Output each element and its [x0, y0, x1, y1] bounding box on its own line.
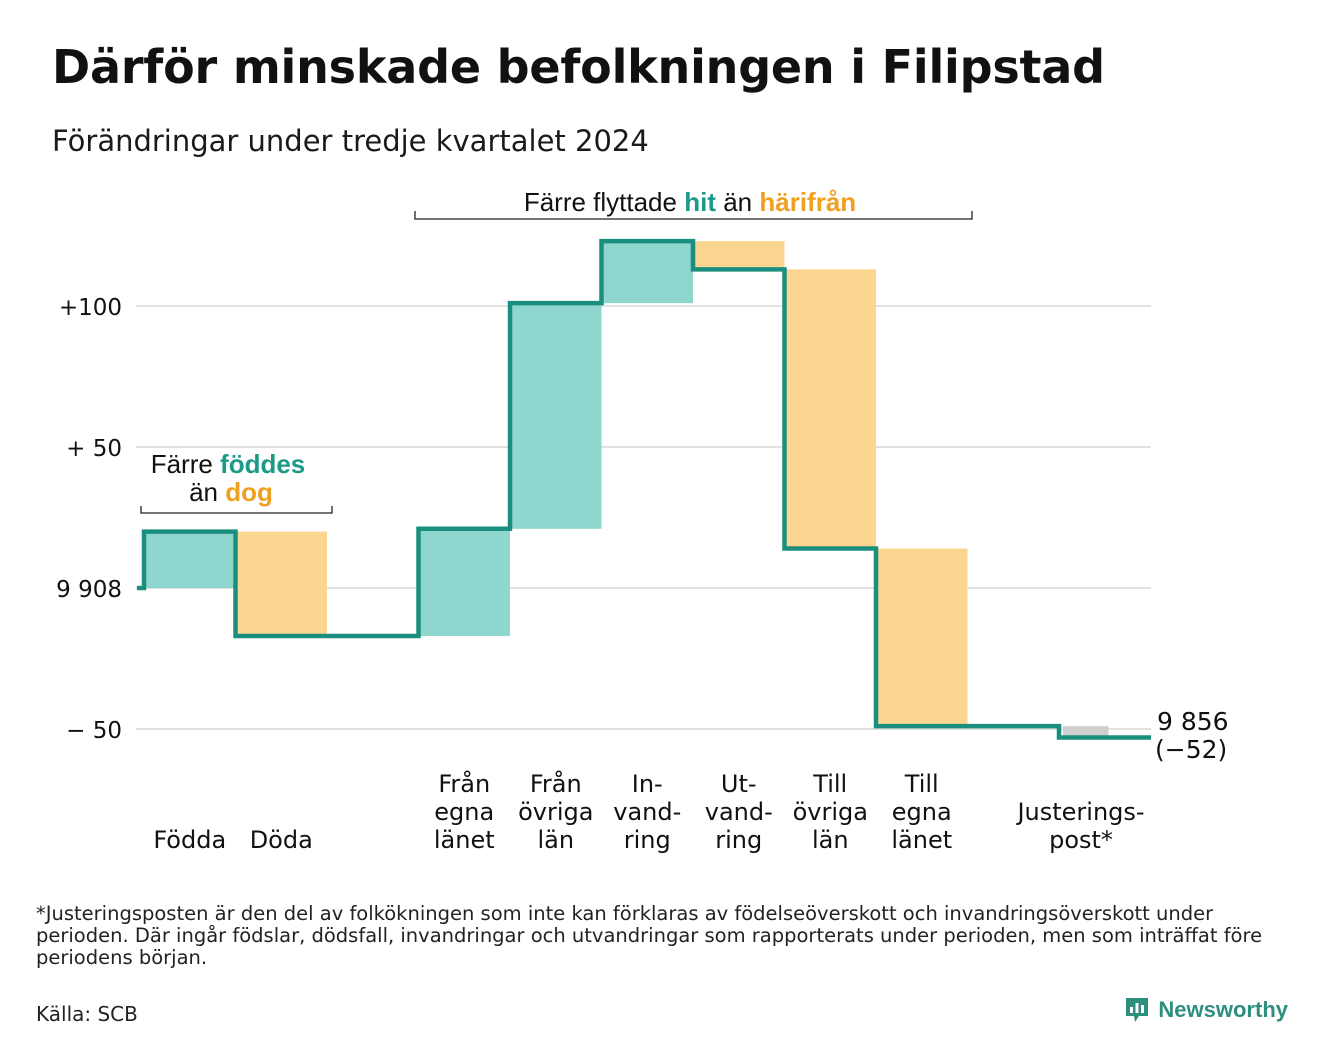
category-label: egna: [434, 798, 494, 826]
deaths-text-prefix: än: [189, 477, 225, 507]
deaths-text-highlight: dog: [225, 477, 273, 507]
y-tick-label: − 50: [66, 718, 122, 744]
births-deaths-bracket: [140, 506, 333, 514]
moves-text-prefix: Färre flyttade: [524, 187, 684, 217]
waterfall-bar: [601, 241, 693, 304]
footnote: *Justeringsposten är den del av folkökni…: [36, 902, 1263, 969]
births-text-highlight: föddes: [220, 449, 305, 479]
category-label: In-: [632, 770, 663, 798]
axis-layer: +100 + 50 9 908 − 50: [56, 295, 122, 744]
category-label: Justerings-: [1015, 798, 1144, 826]
category-label: Från: [438, 769, 490, 798]
category-label: Födda: [153, 826, 226, 854]
running-total-line: [137, 238, 1151, 740]
births-deaths-annotation: Färre föddes än dog: [140, 449, 333, 514]
waterfall-chart: +100+ 509 908− 50 Födda DödaFrånegnalänet…: [56, 187, 1229, 854]
births-deaths-annotation-line2: än dog: [189, 477, 273, 507]
bar-layer: [144, 241, 1109, 738]
category-label: länet: [434, 826, 495, 854]
waterfall-bar: [784, 269, 876, 549]
waterfall-bar: [144, 531, 236, 588]
moves-text-hit: hit: [684, 187, 716, 217]
moves-annotation-text: Färre flyttade hit än härifrån: [524, 187, 856, 217]
category-label: Från: [530, 769, 582, 798]
births-deaths-annotation-line1: Färre föddes: [151, 449, 306, 479]
newsworthy-logo-icon: [1126, 998, 1149, 1022]
births-text-prefix: Färre: [151, 449, 220, 479]
line-layer: [137, 238, 1151, 740]
category-label-layer: Födda DödaFrånegnalänetFrånövrigalänIn-va…: [153, 769, 1144, 854]
waterfall-bar: [876, 548, 968, 727]
category-label: vand-: [705, 798, 773, 826]
y-tick-label: +100: [59, 295, 122, 321]
category-label: Till: [904, 770, 939, 798]
grid-layer: [136, 305, 1151, 730]
moves-annotation: Färre flyttade hit än härifrån: [414, 187, 973, 220]
category-label: ring: [715, 826, 762, 854]
category-label: länet: [891, 826, 952, 854]
moves-text-middle: än: [716, 187, 759, 217]
chart-title: Därför minskade befolkningen i Filipstad: [52, 40, 1105, 94]
category-label: post*: [1049, 826, 1113, 854]
waterfall-bar: [693, 241, 785, 270]
waterfall-bar: [418, 528, 510, 636]
category-label: Ut-: [721, 770, 757, 798]
y-tick-label: 9 908: [56, 577, 122, 603]
category-label: Till: [812, 770, 847, 798]
category-label: län: [812, 826, 849, 854]
brand-name: Newsworthy: [1158, 997, 1288, 1022]
waterfall-bar: [235, 531, 327, 636]
end-value-label: 9 856: [1157, 707, 1229, 736]
category-label: övriga: [793, 798, 868, 826]
moves-text-harifran: härifrån: [759, 187, 856, 217]
chart-subtitle: Förändringar under tredje kvartalet 2024: [52, 124, 649, 158]
category-label: Döda: [250, 826, 313, 854]
category-label: övriga: [518, 798, 593, 826]
end-change-label: (−52): [1155, 735, 1227, 764]
moves-bracket: [414, 211, 973, 220]
y-tick-label: + 50: [66, 436, 122, 462]
waterfall-bar: [1063, 726, 1109, 738]
category-label: vand-: [613, 798, 681, 826]
brand-logo: Newsworthy: [1124, 996, 1288, 1024]
category-label: egna: [892, 798, 952, 826]
category-label: län: [537, 826, 574, 854]
waterfall-bar: [510, 303, 602, 529]
category-label: ring: [624, 826, 671, 854]
source-label: Källa: SCB: [36, 1002, 138, 1026]
